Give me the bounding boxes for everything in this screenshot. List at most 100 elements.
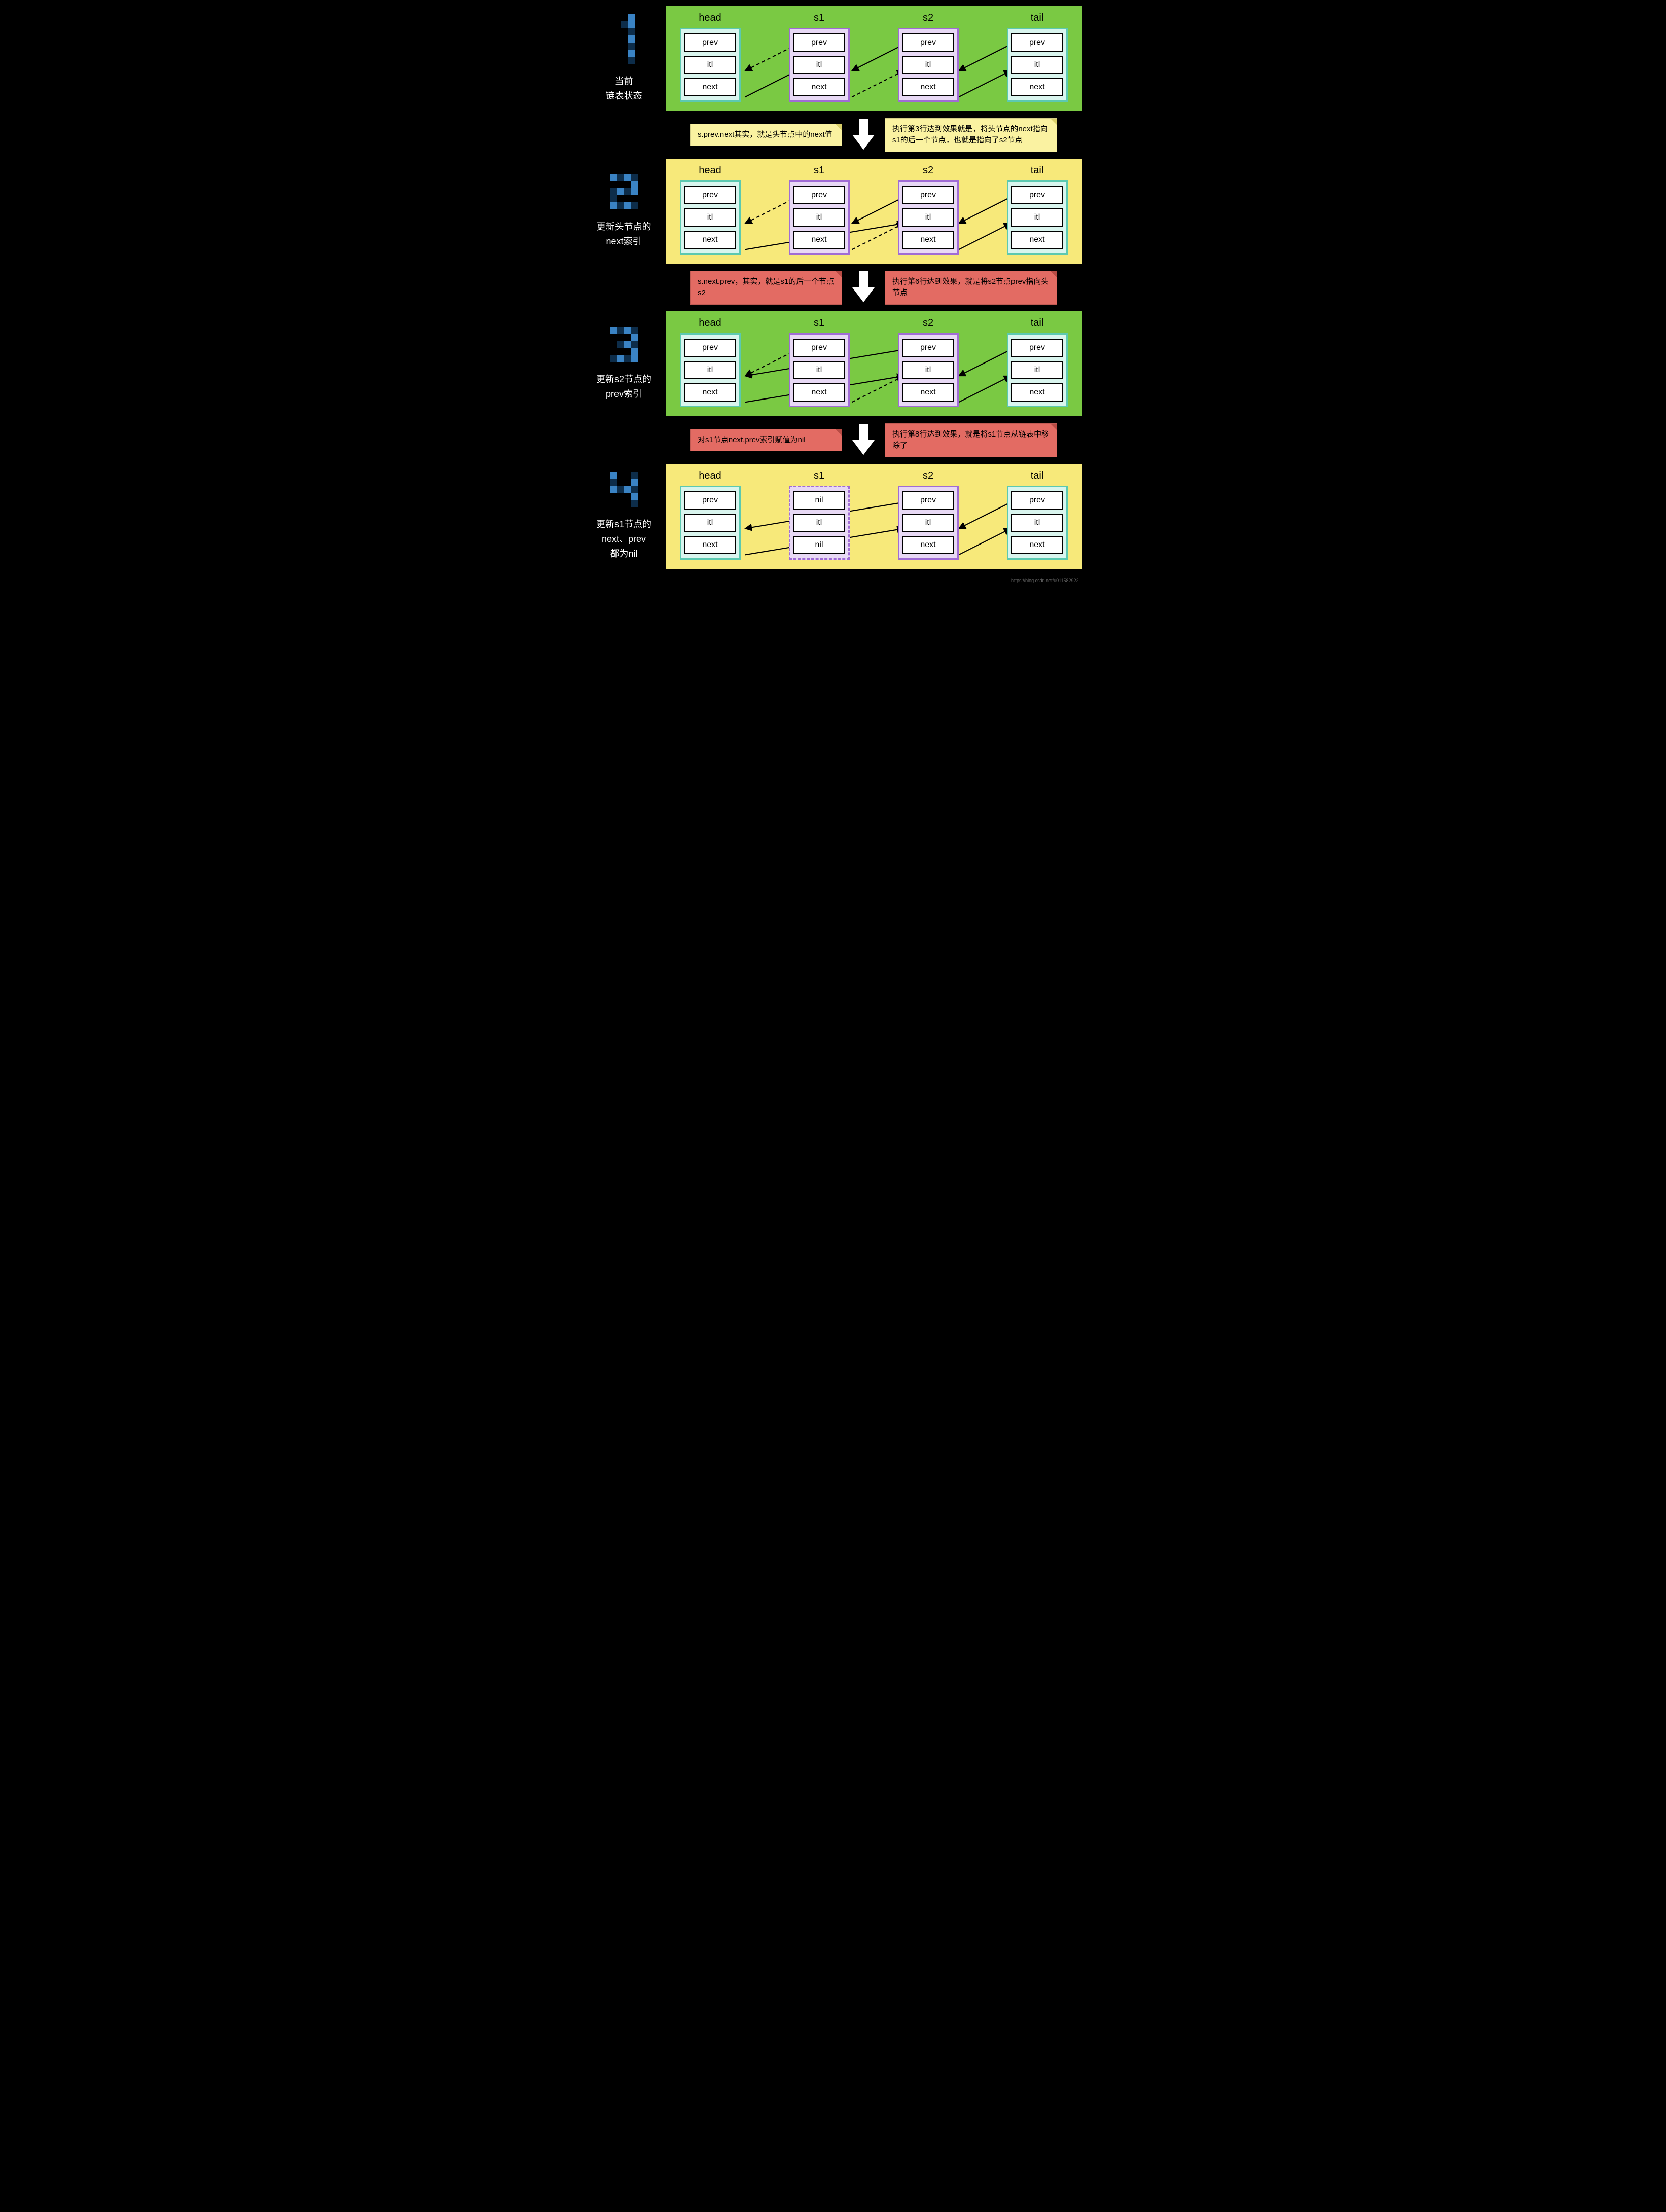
note-left: s.next.prev，其实，就是s1的后一个节点s2 xyxy=(690,271,842,305)
node-cell-next: next xyxy=(1011,231,1063,249)
nodes-row: head previtlnext s1 previtlnext s2 previ… xyxy=(675,165,1073,255)
step-caption: 更新s2节点的prev索引 xyxy=(596,372,651,402)
step-caption: 当前链表状态 xyxy=(606,74,642,103)
nodes-row: head previtlnext s1 previtlnext s2 previ… xyxy=(675,12,1073,102)
node-column: s1 previtlnext xyxy=(784,12,855,102)
node-label: s1 xyxy=(814,470,824,482)
linked-list-node: previtlnext xyxy=(898,180,959,255)
node-label: tail xyxy=(1031,12,1044,24)
step-side: 当前链表状态 xyxy=(584,5,665,112)
node-column: s1 nilitlnil xyxy=(784,470,855,560)
node-cell-prev: prev xyxy=(902,491,954,510)
diagram-panel: head prev itl next s1 prev itl next s2 prev i… xyxy=(665,310,1083,417)
node-cell-next: next xyxy=(684,78,736,96)
linked-list-node: previtlnext xyxy=(680,333,741,407)
node-label: s2 xyxy=(923,165,933,176)
node-cell-itl: itl xyxy=(1011,208,1063,227)
node-cell-itl: itl xyxy=(902,208,954,227)
step-number-icon xyxy=(610,472,638,507)
node-column: head previtlnext xyxy=(675,165,746,255)
node-label: head xyxy=(699,12,721,24)
node-cell-itl: itl xyxy=(902,514,954,532)
note-left: s.prev.next其实，就是头节点中的next值 xyxy=(690,124,842,147)
node-cell-nil: nil xyxy=(793,491,845,510)
step-caption: 更新s1节点的next、prev都为nil xyxy=(596,517,651,561)
transition-row: 对s1节点next,prev索引赋值为nil 执行第8行达到效果，就是将s1节点… xyxy=(584,420,1083,460)
node-cell-itl: itl xyxy=(902,361,954,379)
node-column: head previtlnext xyxy=(675,470,746,560)
step-number-icon xyxy=(610,174,638,209)
node-cell-prev: prev xyxy=(1011,491,1063,510)
linked-list-node: previtlnext xyxy=(1007,28,1068,102)
node-column: tail previtlnext xyxy=(1002,317,1073,407)
node-column: head previtlnext xyxy=(675,317,746,407)
linked-list-node: prev itl next xyxy=(898,333,959,407)
node-cell-next: next xyxy=(902,536,954,554)
step-caption: 更新头节点的next索引 xyxy=(597,220,651,249)
node-column: tail previtlnext xyxy=(1002,470,1073,560)
node-label: s1 xyxy=(814,317,824,329)
linked-list-node: prev itl next xyxy=(898,486,959,560)
node-cell-next: next xyxy=(793,383,845,402)
step-number-icon xyxy=(613,14,635,64)
diagram-panel: head previtlnext s1 nilitlnil s2 previtl… xyxy=(665,463,1083,570)
node-cell-prev: prev xyxy=(793,339,845,357)
node-label: tail xyxy=(1031,317,1044,329)
node-column: tail previtlnext xyxy=(1002,12,1073,102)
step-row-1: 当前链表状态 head previtlnext s1 previtlnext s… xyxy=(584,5,1083,112)
node-cell-itl: itl xyxy=(684,56,736,74)
node-cell-next: next xyxy=(902,383,954,402)
transition-row: s.next.prev，其实，就是s1的后一个节点s2 执行第6行达到效果，就是… xyxy=(584,268,1083,307)
node-label: s1 xyxy=(814,165,824,176)
node-cell-next: next xyxy=(902,231,954,249)
node-cell-next: next xyxy=(902,78,954,96)
node-column: s1 prev itl next xyxy=(784,317,855,407)
note-left: 对s1节点next,prev索引赋值为nil xyxy=(690,429,842,452)
linked-list-node: previtlnext xyxy=(1007,180,1068,255)
node-cell-next: next xyxy=(1011,78,1063,96)
node-cell-prev: prev xyxy=(793,186,845,204)
node-label: head xyxy=(699,317,721,329)
transition-row: s.prev.next其实，就是头节点中的next值 执行第3行达到效果就是，将… xyxy=(584,115,1083,155)
note-right: 执行第8行达到效果，就是将s1节点从链表中移除了 xyxy=(885,423,1057,457)
node-column: head previtlnext xyxy=(675,12,746,102)
node-cell-itl: itl xyxy=(684,208,736,227)
step-row-2: 更新头节点的next索引 head previtlnext s1 previtl… xyxy=(584,158,1083,265)
linked-list-node: nilitlnil xyxy=(789,486,850,560)
linked-list-node: prev itl next xyxy=(789,333,850,407)
node-cell-prev: prev xyxy=(684,339,736,357)
node-cell-next: next xyxy=(684,536,736,554)
note-right: 执行第6行达到效果，就是将s2节点prev指向头节点 xyxy=(885,271,1057,305)
node-column: s2 prev itl next xyxy=(893,317,964,407)
linked-list-node: previtlnext xyxy=(789,28,850,102)
node-cell-itl: itl xyxy=(684,514,736,532)
node-column: s1 previtlnext xyxy=(784,165,855,255)
step-number-icon xyxy=(610,327,638,362)
node-cell-next: next xyxy=(1011,536,1063,554)
step-row-3: 更新s2节点的prev索引 head prev itl next s1 prev it… xyxy=(584,310,1083,417)
node-cell-prev: prev xyxy=(684,491,736,510)
step-side: 更新头节点的next索引 xyxy=(584,158,665,265)
node-column: tail previtlnext xyxy=(1002,165,1073,255)
linked-list-node: previtlnext xyxy=(898,28,959,102)
node-label: s2 xyxy=(923,317,933,329)
node-cell-itl: itl xyxy=(793,208,845,227)
node-cell-prev: prev xyxy=(902,33,954,52)
node-cell-prev: prev xyxy=(1011,33,1063,52)
step-side: 更新s2节点的prev索引 xyxy=(584,310,665,417)
node-cell-prev: prev xyxy=(793,33,845,52)
node-cell-itl: itl xyxy=(684,361,736,379)
node-cell-next: next xyxy=(684,231,736,249)
node-cell-itl: itl xyxy=(1011,514,1063,532)
node-column: s2 prev itl next xyxy=(893,470,964,560)
node-cell-itl: itl xyxy=(1011,361,1063,379)
node-label: head xyxy=(699,165,721,176)
node-cell-itl: itl xyxy=(793,361,845,379)
note-right: 执行第3行达到效果就是，将头节点的next指向s1的后一个节点，也就是指向了s2… xyxy=(885,118,1057,152)
node-label: s1 xyxy=(814,12,824,24)
node-cell-prev: prev xyxy=(1011,339,1063,357)
node-label: s2 xyxy=(923,470,933,482)
nodes-row: head previtlnext s1 nilitlnil s2 previtl… xyxy=(675,470,1073,560)
node-cell-prev: prev xyxy=(902,339,954,357)
nodes-row: head prev itl next s1 prev itl next s2 prev i… xyxy=(675,317,1073,407)
